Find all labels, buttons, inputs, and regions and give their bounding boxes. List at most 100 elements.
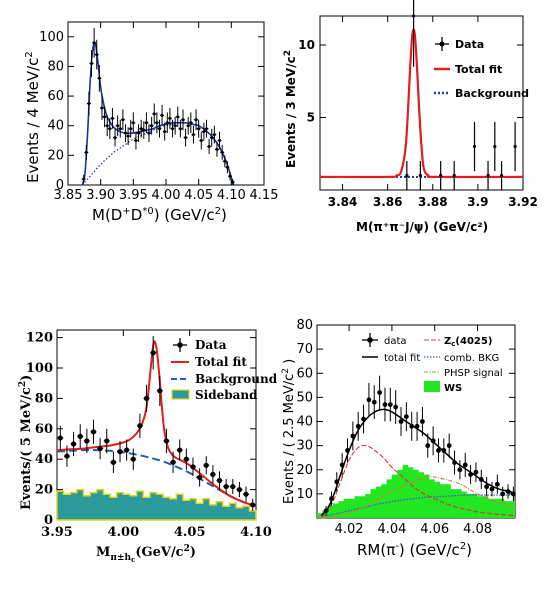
p1-data-point bbox=[168, 116, 172, 120]
p4-data-point bbox=[462, 462, 468, 468]
p1-data-point bbox=[197, 127, 201, 131]
p1-data-point bbox=[181, 118, 185, 122]
p3-xtick-label: 4.05 bbox=[174, 525, 206, 540]
p3-data-point bbox=[157, 388, 163, 394]
p3-data-point bbox=[203, 462, 209, 468]
p4-data-point bbox=[398, 419, 404, 424]
p1-data-point bbox=[228, 174, 232, 178]
p1-data-point bbox=[126, 134, 130, 138]
p1-data-point bbox=[129, 127, 133, 131]
p3-data-point bbox=[97, 445, 103, 452]
p3-data-point bbox=[143, 395, 150, 401]
panel-3-legend: Data Total fit Background Sideband bbox=[171, 338, 278, 402]
p1-data-point bbox=[202, 130, 206, 134]
p4-data-point bbox=[393, 404, 399, 410]
p1-data-point bbox=[194, 118, 198, 122]
legend3-totalfit-label: Total fit bbox=[195, 355, 247, 369]
panel-1-frame bbox=[67, 21, 265, 186]
p1-ytick-label: 40 bbox=[47, 119, 64, 134]
legend4-data-marker bbox=[367, 337, 373, 343]
p1-data-point bbox=[123, 131, 127, 135]
p1-data-point bbox=[178, 127, 182, 131]
panel-2-frame bbox=[319, 15, 524, 191]
p4-data-point bbox=[355, 423, 361, 429]
p3-data-point bbox=[110, 459, 116, 465]
p1-data-point bbox=[152, 112, 156, 116]
p4-data-point bbox=[345, 448, 350, 453]
p1-ytick-label: 20 bbox=[47, 148, 64, 163]
p1-data-point bbox=[137, 131, 141, 135]
legend4-ws-label: WS bbox=[444, 383, 462, 394]
p1-data-point bbox=[157, 127, 161, 131]
panel-4: 4.02 4.04 4.06 4.08 10 20 30 40 50 60 70 80 Events … bbox=[281, 318, 516, 559]
p3-data-point bbox=[90, 429, 97, 435]
p1-data-point bbox=[220, 150, 224, 154]
p3-data-point bbox=[163, 438, 170, 444]
p3-data-point bbox=[230, 483, 236, 490]
p3-data-point bbox=[137, 423, 143, 429]
p3-data-point bbox=[77, 433, 83, 439]
panel-4-plot bbox=[317, 375, 516, 519]
p4-data-point bbox=[489, 486, 495, 492]
p3-data-point bbox=[243, 491, 249, 497]
panel-1-ylabel: Events / 4 MeV/c2 bbox=[24, 51, 42, 183]
p4-ytick-label: 10 bbox=[296, 487, 313, 502]
p4-data-point bbox=[382, 402, 388, 408]
panel-2-plot bbox=[319, 0, 524, 190]
p3-data-point bbox=[183, 456, 189, 462]
p1-data-point bbox=[134, 139, 138, 143]
p4-data-point bbox=[436, 448, 441, 453]
p1-xtick-label: 4.15 bbox=[250, 188, 279, 203]
p1-data-point bbox=[84, 150, 88, 154]
panel-3: 3.95 4.00 4.05 4.10 0 20 40 60 80 100 120 Events/(… bbox=[18, 329, 278, 564]
p1-data-point bbox=[110, 116, 114, 120]
p1-data-point bbox=[90, 61, 94, 65]
total-fit-curve bbox=[81, 42, 235, 186]
legend4-ws-swatch bbox=[424, 381, 440, 392]
p1-data-point bbox=[100, 106, 104, 110]
p2-data-point bbox=[452, 173, 456, 178]
p1-data-point bbox=[223, 159, 227, 163]
p4-data-point bbox=[420, 419, 425, 424]
p1-data-point bbox=[121, 118, 125, 122]
p4-ytick-label: 30 bbox=[296, 439, 313, 454]
p3-data-point bbox=[210, 471, 216, 477]
p2-data-point bbox=[439, 173, 443, 178]
legend3-sideband-label: Sideband bbox=[195, 388, 258, 402]
p4-ytick-label: 80 bbox=[296, 318, 313, 333]
p2-data-point bbox=[513, 144, 517, 149]
p1-data-point bbox=[176, 115, 180, 119]
legend-data-label: Data bbox=[455, 38, 484, 51]
p3-data-point bbox=[64, 453, 70, 459]
p4-data-point bbox=[500, 491, 506, 497]
total-fit-curve bbox=[319, 28, 524, 179]
p3-data-point bbox=[170, 459, 176, 465]
p3-data-point bbox=[223, 483, 229, 490]
p1-data-point bbox=[87, 102, 91, 105]
p1-data-point bbox=[118, 127, 122, 131]
p3-data-point bbox=[130, 456, 136, 462]
p4-data-point bbox=[505, 489, 511, 494]
panel-4-ticks: 4.02 4.04 4.06 4.08 10 20 30 40 50 60 70 80 bbox=[296, 318, 515, 537]
p4-data-point bbox=[366, 397, 372, 403]
p3-xtick-label: 4.00 bbox=[107, 525, 139, 540]
p4-data-point bbox=[457, 467, 463, 473]
p1-data-point bbox=[147, 131, 151, 135]
p3-data-point bbox=[197, 474, 203, 481]
legend-background-label: Background bbox=[455, 87, 529, 100]
p3-data-point bbox=[236, 487, 243, 493]
p1-data-point bbox=[163, 130, 167, 134]
p4-data-point bbox=[361, 416, 366, 422]
p4-xtick-label: 4.06 bbox=[420, 522, 449, 537]
legend4-data-label: data bbox=[384, 336, 407, 347]
p3-ytick-label: 100 bbox=[26, 361, 53, 376]
p2-xtick-label: 3.84 bbox=[328, 195, 358, 209]
p1-data-point bbox=[116, 124, 120, 128]
p4-data-point bbox=[478, 477, 484, 482]
p1-data-point bbox=[92, 41, 96, 45]
p4-data-point bbox=[323, 508, 329, 514]
p3-ytick-label: 60 bbox=[35, 422, 53, 437]
p1-data-point bbox=[189, 121, 193, 125]
p1-data-point bbox=[95, 53, 99, 57]
